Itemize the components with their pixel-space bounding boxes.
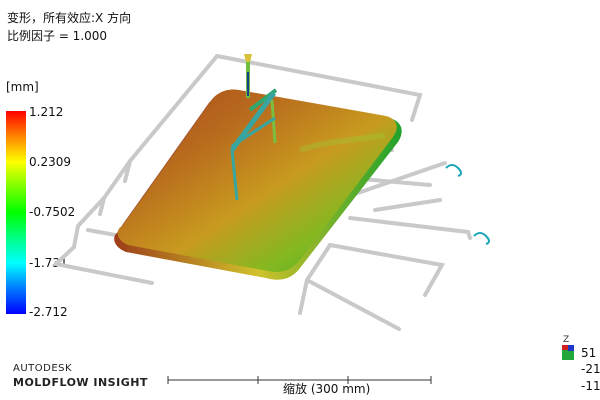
deformed-part <box>114 89 402 280</box>
coolant-inlet-icon[interactable] <box>445 164 490 245</box>
legend-tick-max: 1.212 <box>29 105 64 119</box>
brand-moldflow: MOLDFLOW INSIGHT <box>13 376 148 389</box>
legend-unit: [mm] <box>6 80 39 94</box>
axis-triad-icon[interactable]: Z <box>562 335 574 360</box>
runner-system <box>229 54 278 201</box>
triad-value-1: 51 <box>581 346 597 360</box>
legend-tick-3: -0.7502 <box>29 205 76 219</box>
scale-label: 缩放 (300 mm) <box>283 382 371 396</box>
color-legend-bar <box>6 111 26 314</box>
scale-factor-label: 比例因子 = 1.000 <box>7 29 108 43</box>
svg-text:Z: Z <box>563 335 569 345</box>
legend-tick-min: -2.712 <box>29 305 68 319</box>
brand-autodesk: AUTODESK <box>13 363 73 374</box>
triad-value-3: -11 <box>581 379 600 393</box>
scale-bar <box>167 376 432 384</box>
legend-tick-2: 0.2309 <box>29 155 71 169</box>
result-title: 变形，所有效应:X 方向 <box>7 11 132 25</box>
triad-value-2: -21 <box>581 362 600 376</box>
